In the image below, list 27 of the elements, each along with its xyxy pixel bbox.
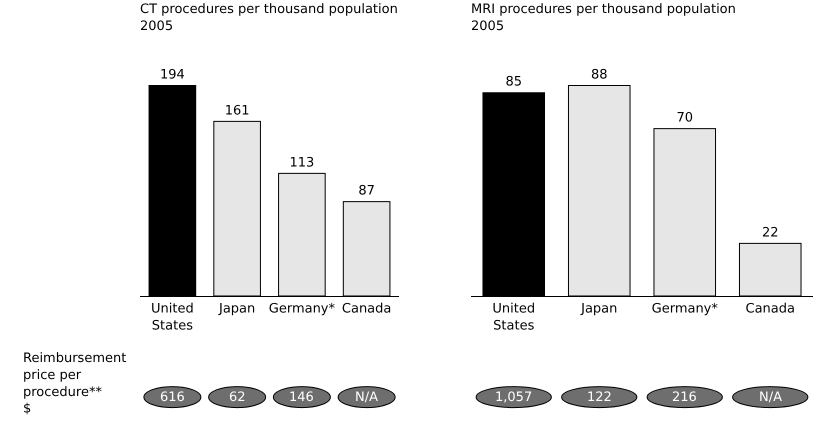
x-tick-label: United States <box>492 302 536 334</box>
data-label: 22 <box>762 225 779 240</box>
data-label: 85 <box>505 74 522 90</box>
text: 1,057 <box>495 390 532 405</box>
text: Reimbursement price per procedure** $ <box>23 351 126 417</box>
text: 616 <box>160 390 185 405</box>
data-label: 88 <box>590 68 608 83</box>
x-tick-label: Japan <box>218 302 256 317</box>
x-tick-label: Canada <box>342 302 392 317</box>
x-tick-label: Germany* <box>268 302 336 317</box>
x-tick-label: United States <box>151 302 194 334</box>
data-label: 194 <box>160 68 185 83</box>
data-label: 70 <box>676 110 694 126</box>
chart-title: MRI procedures per thousand population 2005 <box>471 2 736 34</box>
x-tick-label: Canada <box>746 302 795 317</box>
x-tick-label: Germany* <box>652 302 718 317</box>
text: 216 <box>672 390 697 405</box>
text: 146 <box>289 390 314 405</box>
text: 122 <box>587 390 612 405</box>
data-label: 87 <box>358 184 375 199</box>
data-label: 161 <box>224 103 250 118</box>
text: 62 <box>229 390 246 405</box>
data-label: 113 <box>289 155 314 170</box>
x-tick-label: Japan <box>580 302 618 317</box>
text: N/A <box>759 390 782 405</box>
chart-title: CT procedures per thousand population 2005 <box>140 2 398 34</box>
text: N/A <box>355 390 378 405</box>
